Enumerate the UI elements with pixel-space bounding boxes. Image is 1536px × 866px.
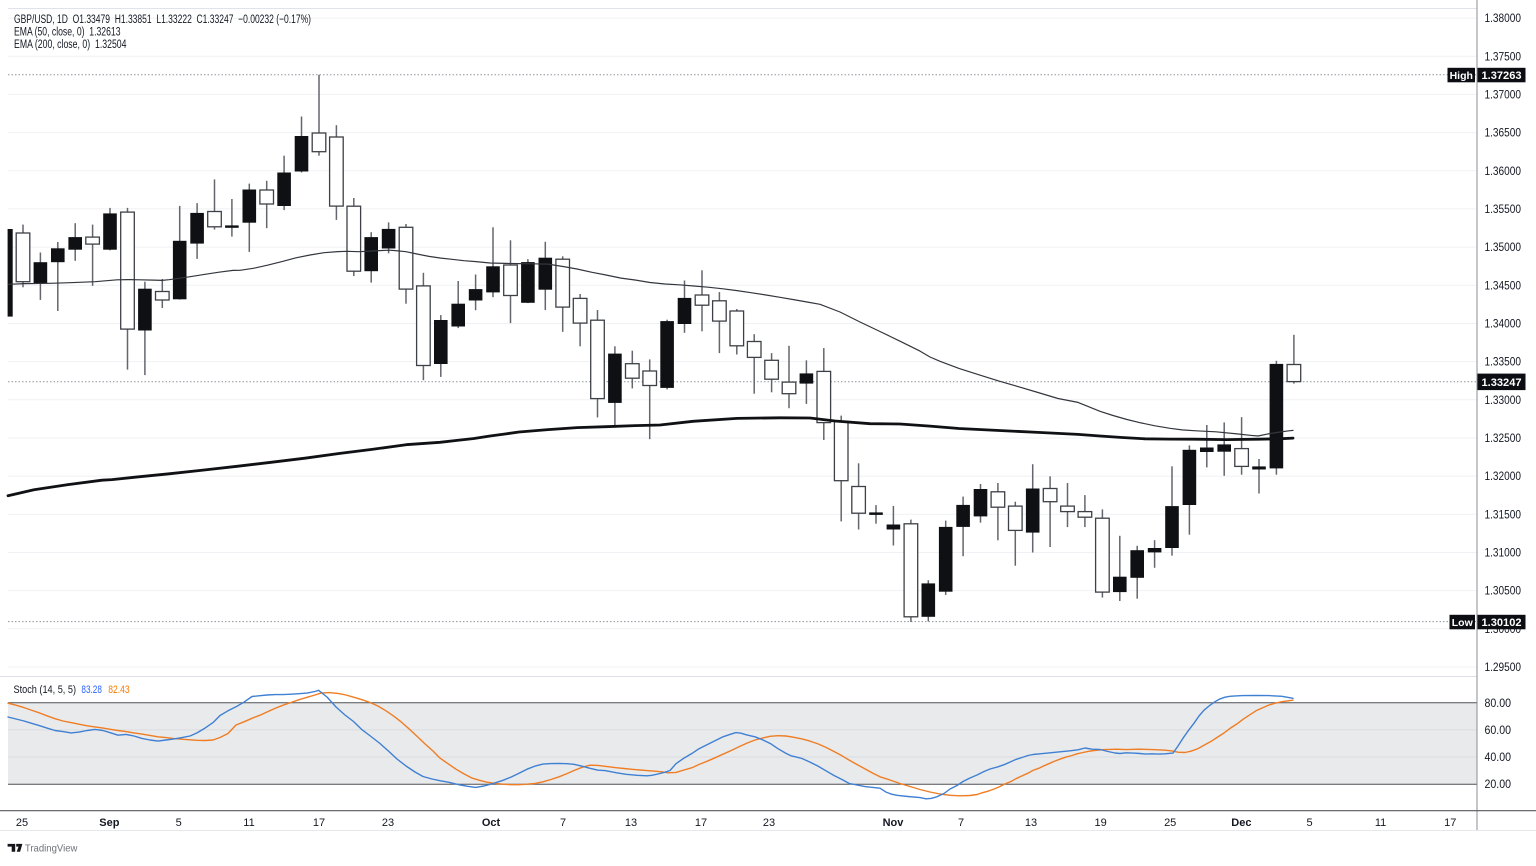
svg-text:1.35500: 1.35500 [1485,204,1522,216]
svg-text:60.00: 60.00 [1485,725,1512,737]
svg-text:7: 7 [560,817,566,829]
svg-text:1.29500: 1.29500 [1485,662,1522,674]
svg-text:EMA (200, close, 0) 1.32504: EMA (200, close, 0) 1.32504 [14,39,127,51]
svg-text:25: 25 [16,817,28,829]
svg-text:1.30102: 1.30102 [1482,617,1522,629]
svg-text:7: 7 [958,817,964,829]
svg-text:11: 11 [243,817,254,829]
svg-text:1.35000: 1.35000 [1485,242,1522,254]
svg-text:40.00: 40.00 [1485,752,1512,764]
svg-text:19: 19 [1094,817,1106,829]
svg-text:1.33000: 1.33000 [1485,395,1522,407]
svg-text:82.43: 82.43 [108,684,129,696]
svg-text:11: 11 [1375,817,1386,829]
svg-text:1.31500: 1.31500 [1485,509,1522,521]
svg-text:Oct: Oct [482,817,501,829]
svg-text:1.31000: 1.31000 [1485,548,1522,560]
svg-text:17: 17 [313,817,325,829]
svg-text:Nov: Nov [883,817,905,829]
svg-text:13: 13 [1025,817,1037,829]
svg-text:25: 25 [1164,817,1176,829]
svg-text:1.34500: 1.34500 [1485,280,1522,292]
svg-text:80.00: 80.00 [1485,698,1512,710]
svg-text:1.34000: 1.34000 [1485,319,1522,331]
svg-text:1.38000: 1.38000 [1485,13,1522,25]
svg-text:5: 5 [176,817,182,829]
svg-text:23: 23 [763,817,775,829]
svg-text:1.37263: 1.37263 [1482,70,1522,82]
svg-text:83.28: 83.28 [81,684,102,696]
svg-text:1.33500: 1.33500 [1485,357,1522,369]
svg-text:GBP/USD, 1D O1.33479 H1.3385: GBP/USD, 1D O1.33479 H1.33851 L1.33222 C… [14,14,311,26]
svg-text:Stoch (14, 5, 5): Stoch (14, 5, 5) [14,684,77,696]
svg-text:17: 17 [695,817,707,829]
svg-text:17: 17 [1444,817,1456,829]
svg-text:5: 5 [1306,817,1312,829]
svg-text:Sep: Sep [99,817,119,829]
svg-text:1.37000: 1.37000 [1485,89,1522,101]
svg-text:1.30500: 1.30500 [1485,586,1522,598]
svg-text:13: 13 [625,817,637,829]
svg-text:TradingView: TradingView [25,842,78,854]
svg-text:23: 23 [382,817,394,829]
svg-text:Dec: Dec [1231,817,1251,829]
svg-text:20.00: 20.00 [1485,779,1512,791]
svg-text:1.36000: 1.36000 [1485,166,1522,178]
svg-text:1.33247: 1.33247 [1482,377,1522,389]
svg-text:1.32000: 1.32000 [1485,471,1522,483]
svg-text:1.37500: 1.37500 [1485,51,1522,63]
svg-text:EMA (50, close, 0) 1.32613: EMA (50, close, 0) 1.32613 [14,27,121,39]
svg-text:High: High [1450,70,1473,82]
svg-text:Low: Low [1452,617,1474,629]
svg-text:1.32500: 1.32500 [1485,433,1522,445]
svg-text:1.36500: 1.36500 [1485,128,1522,140]
